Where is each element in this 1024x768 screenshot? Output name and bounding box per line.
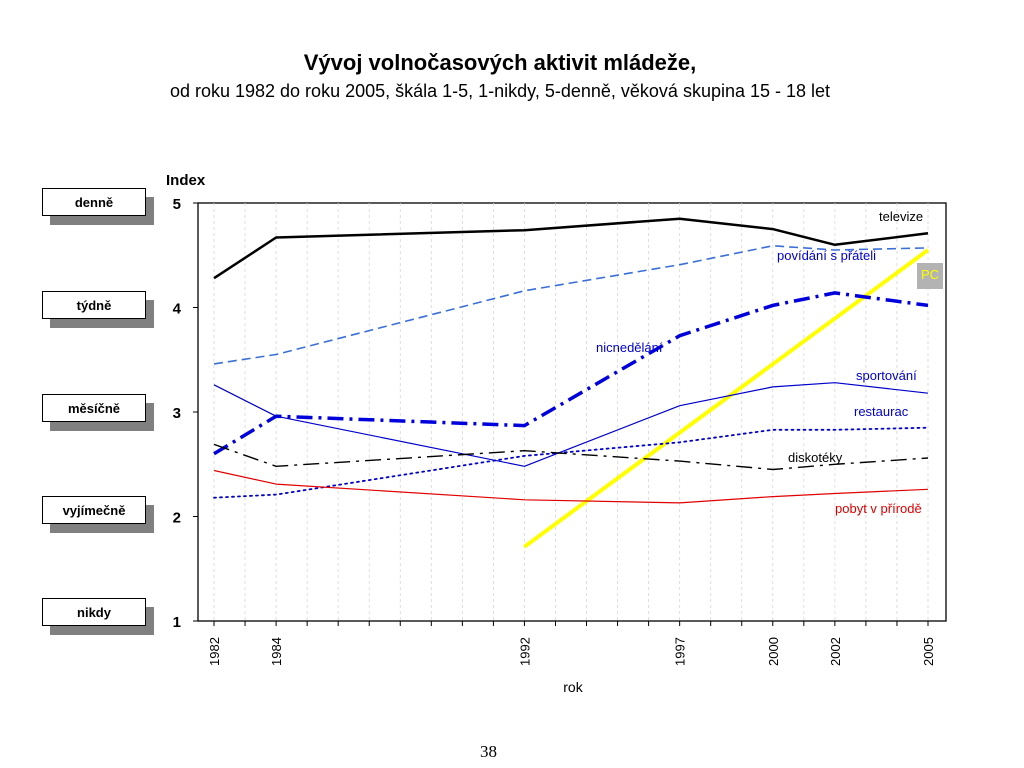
- series-line-1: [213, 245, 929, 365]
- scale-label-denne: denně: [42, 188, 154, 225]
- scale-label-text: denně: [42, 188, 146, 216]
- scale-label-tydne: týdně: [42, 291, 154, 328]
- series-line-4: [213, 382, 929, 467]
- y-tick-label: 1: [173, 614, 181, 631]
- plot-area: [197, 202, 947, 622]
- y-tick-label: 5: [173, 196, 181, 213]
- series-label-7: pobyt v přírodě: [835, 501, 922, 516]
- x-axis-label: rok: [563, 679, 583, 695]
- page-number: 38: [480, 742, 497, 761]
- slide-subtitle: od roku 1982 do roku 2005, škála 1-5, 1-…: [169, 81, 831, 101]
- y-tick-label: 3: [173, 405, 181, 422]
- x-tick-label: 2002: [828, 637, 843, 666]
- scale-label-text: měsíčně: [42, 394, 146, 422]
- slide-title: Vývoj volnočasových aktivit mládeže,: [303, 50, 697, 75]
- series-line-5: [213, 426, 929, 499]
- series-label-0: televize: [879, 209, 923, 224]
- series-label-4: sportování: [856, 368, 917, 383]
- series-label-5: restaurac: [854, 404, 909, 419]
- series-line-0: [213, 217, 929, 280]
- scale-label-vyjimecne: vyjímečně: [42, 496, 154, 533]
- scale-label-text: nikdy: [42, 598, 146, 626]
- y-axis-label: Index: [166, 172, 206, 189]
- x-tick-label: 2000: [766, 637, 781, 666]
- x-tick-label: 1992: [517, 637, 532, 666]
- scale-label-text: vyjímečně: [42, 496, 146, 524]
- series-label-6: diskotéky: [788, 450, 843, 465]
- scale-label-mesicne: měsíčně: [42, 394, 154, 431]
- series-label-2: PC: [921, 267, 939, 282]
- scale-label-text: týdně: [42, 291, 146, 319]
- series-label-1: povídání s přáteli: [777, 248, 876, 263]
- series-line-2: [523, 248, 930, 549]
- y-tick-label: 4: [173, 301, 182, 318]
- series-line-6: [213, 443, 929, 471]
- x-tick-label: 2005: [921, 637, 936, 666]
- series-label-3: nicnedělání: [596, 340, 663, 355]
- x-tick-label: 1997: [673, 637, 688, 666]
- series-line-7: [213, 469, 929, 504]
- scale-label-nikdy: nikdy: [42, 598, 154, 635]
- x-tick-label: 1982: [207, 637, 222, 666]
- x-tick-label: 1984: [269, 637, 284, 666]
- pc-label-box: [917, 263, 943, 289]
- y-tick-label: 2: [173, 510, 181, 527]
